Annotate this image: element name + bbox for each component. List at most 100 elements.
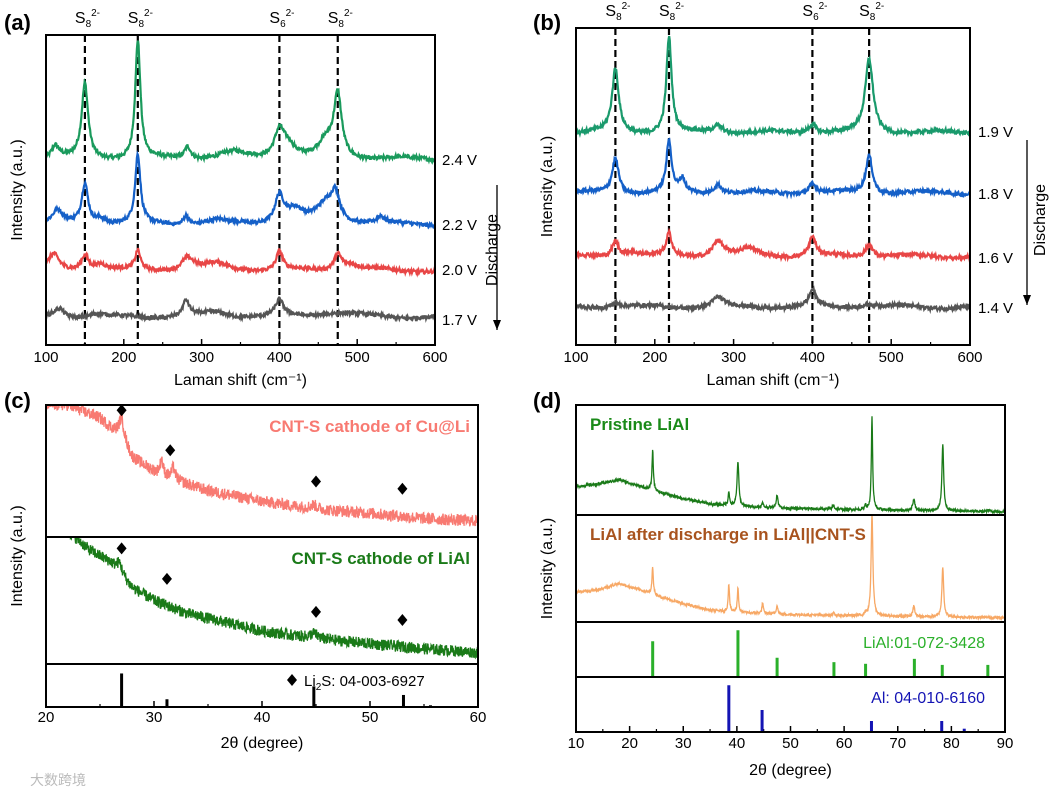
x-tick-label: 200 [642, 349, 667, 366]
superscript: 2- [675, 1, 684, 12]
series-line [46, 247, 435, 278]
superscript: 2- [286, 8, 295, 19]
x-tick-label: 400 [800, 349, 825, 366]
panel-label: (a) [4, 10, 31, 35]
x-tick-label: 300 [189, 349, 214, 366]
species: S [802, 3, 813, 20]
ref-line-label: S82- [605, 1, 630, 23]
x-tick-label: 600 [422, 349, 447, 366]
x-tick-label: 90 [997, 735, 1014, 752]
series-line [576, 227, 970, 263]
species: S [328, 10, 339, 27]
x-tick-label: 300 [721, 349, 746, 366]
subscript: 8 [138, 19, 144, 30]
li2s-diamond-icon [116, 542, 127, 555]
y-axis-label: Intensity (a.u.) [9, 505, 26, 606]
x-tick-label: 40 [729, 735, 746, 752]
x-axis-label: Laman shift (cm⁻¹) [707, 372, 840, 389]
subscript: 8 [670, 12, 676, 23]
x-tick-label: 20 [621, 735, 638, 752]
panel-label: (c) [4, 388, 31, 413]
species: S [659, 3, 670, 20]
series-line [46, 40, 435, 166]
x-axis-label: 2θ (degree) [221, 735, 304, 752]
x-tick-label: 60 [470, 709, 487, 726]
series-label: 1.6 V [978, 250, 1013, 267]
species: S [128, 10, 139, 27]
subscript: 6 [813, 12, 819, 23]
x-tick-label: 20 [38, 709, 55, 726]
ref-line-label: S82- [328, 8, 353, 30]
x-axis-label: Laman shift (cm⁻¹) [174, 372, 307, 389]
x-tick-label: 80 [943, 735, 960, 752]
x-tick-label: 60 [836, 735, 853, 752]
series-line [46, 149, 435, 230]
li2s-diamond-icon [397, 614, 408, 627]
ref-line-label: S82- [659, 1, 684, 23]
plot-frame [45, 34, 436, 346]
plot-frame [575, 27, 971, 346]
series-label: 2.2 V [442, 217, 477, 234]
li2s-diamond-icon [311, 605, 321, 618]
li2s-diamond-icon [311, 475, 321, 488]
series-label: 1.8 V [978, 186, 1013, 203]
species: S [605, 3, 616, 20]
subplot-label: Al: 04-010-6160 [871, 690, 985, 707]
x-tick-label: 50 [362, 709, 379, 726]
li2s-diamond-icon [161, 572, 172, 585]
text: S: 04-003-6927 [321, 673, 424, 690]
discharge-label: Discharge [1032, 184, 1049, 256]
superscript: 2- [144, 8, 153, 19]
subscript: 8 [338, 19, 344, 30]
plot-frame [45, 404, 479, 708]
subplot-label: Pristine LiAl [590, 415, 689, 434]
subplot-label: LiAl:01-072-3428 [863, 635, 985, 652]
series-label: 1.9 V [978, 124, 1013, 141]
discharge-label: Discharge [484, 214, 501, 286]
superscript: 2- [875, 1, 884, 12]
species: S [859, 3, 870, 20]
li2s-diamond-icon [165, 444, 176, 457]
series-line [576, 137, 970, 200]
superscript: 2- [622, 1, 631, 12]
species: S [75, 10, 86, 27]
x-tick-label: 200 [111, 349, 136, 366]
superscript: 2- [344, 8, 353, 19]
panel-a: (a) 100 200 300 400 500 600 Laman shift (cm⁻¹) I… [4, 8, 501, 389]
series-line [576, 285, 970, 315]
ref-line-label: S82- [75, 8, 100, 30]
subscript: 8 [616, 12, 622, 23]
arrow-head-icon [1023, 295, 1031, 305]
x-tick-label: 100 [33, 349, 58, 366]
x-tick-label: 10 [568, 735, 585, 752]
xrd-pattern [576, 416, 1005, 515]
x-tick-label: 50 [782, 735, 799, 752]
x-tick-label: 30 [675, 735, 692, 752]
x-tick-label: 40 [254, 709, 271, 726]
panel-label: (b) [533, 10, 561, 35]
series-label: 2.0 V [442, 262, 477, 279]
ref-line-label: S82- [128, 8, 153, 30]
arrow-head-icon [493, 320, 501, 330]
series-line [576, 35, 970, 139]
xrd-pattern [46, 405, 478, 527]
series-label: 2.4 V [442, 152, 477, 169]
li2s-diamond-icon [287, 674, 297, 686]
plot-frame [575, 404, 1006, 733]
panel-c: (c) 20 30 40 50 60 2θ (degree) Intensity (a.u.)… [4, 388, 486, 752]
xrd-pattern [69, 537, 478, 660]
ref-line-label: S62- [269, 8, 294, 30]
subplot-label: Li2S: 04-003-6927 [304, 673, 425, 693]
subscript: 8 [870, 12, 876, 23]
series-line [46, 296, 435, 324]
series-label: 1.7 V [442, 312, 477, 329]
x-tick-label: 400 [267, 349, 292, 366]
xrd-pattern [576, 515, 1005, 622]
ref-line-label: S82- [859, 1, 884, 23]
li2s-diamond-icon [116, 404, 127, 417]
watermark-logo: 大数跨境 [30, 772, 86, 788]
y-axis-label: Intensity (a.u.) [9, 139, 26, 240]
x-tick-label: 600 [957, 349, 982, 366]
y-axis-label: Intensity (a.u.) [539, 518, 556, 619]
